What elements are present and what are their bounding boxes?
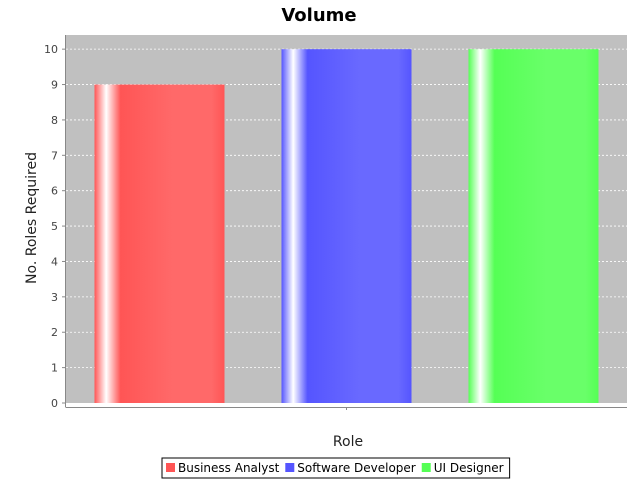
legend-swatch bbox=[421, 463, 431, 472]
y-tick-label: 7 bbox=[51, 149, 58, 162]
legend-item-label: Software Developer bbox=[297, 461, 415, 475]
y-tick-label: 2 bbox=[51, 326, 58, 339]
y-tick-label: 9 bbox=[51, 79, 58, 92]
x-axis-title: Role bbox=[333, 434, 363, 450]
y-tick-label: 4 bbox=[51, 255, 58, 268]
legend-item-label: UI Designer bbox=[434, 461, 504, 475]
legend-swatch bbox=[166, 463, 175, 472]
y-tick-label: 8 bbox=[51, 114, 58, 127]
legend-item-label: Business Analyst bbox=[178, 461, 280, 475]
y-tick-label: 5 bbox=[51, 220, 58, 233]
chart-title: Volume bbox=[281, 5, 356, 26]
y-axis-ticks: 0 1 2 3 4 5 6 7 8 9 10 bbox=[44, 43, 66, 410]
y-tick-label: 10 bbox=[44, 43, 58, 56]
axes bbox=[65, 35, 627, 410]
legend-swatch bbox=[285, 463, 295, 472]
y-tick-label: 1 bbox=[51, 362, 58, 375]
bar-ui-designer bbox=[468, 49, 599, 404]
bars bbox=[94, 49, 599, 404]
y-axis-title: No. Roles Required bbox=[24, 152, 40, 284]
bar-business-analyst bbox=[94, 84, 225, 404]
y-tick-label: 6 bbox=[51, 185, 58, 198]
y-tick-label: 3 bbox=[51, 291, 58, 304]
legend: Business Analyst Software Developer UI Des… bbox=[161, 457, 511, 479]
y-tick-label: 0 bbox=[51, 397, 58, 410]
bar-software-developer bbox=[281, 49, 412, 404]
